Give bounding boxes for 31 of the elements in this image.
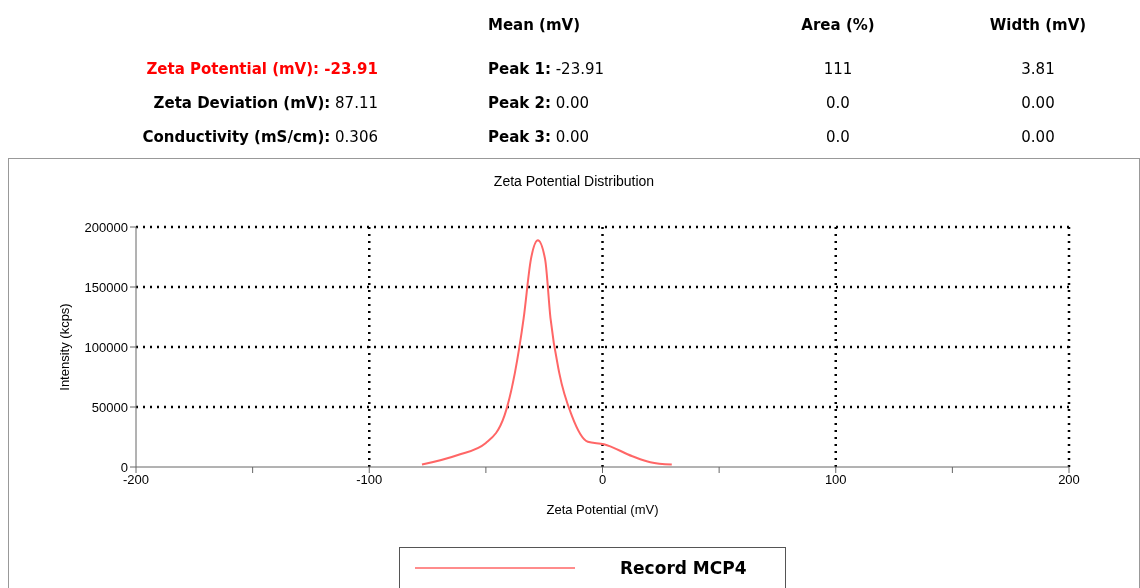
text: 3.81 — [1020, 60, 1056, 78]
y-tick-label: 50000 — [91, 399, 128, 415]
text: 0.00 — [555, 128, 590, 146]
text: 111 — [822, 60, 854, 78]
text: Zeta Deviation (mV): 87.11 — [152, 94, 378, 112]
text: 0.0 — [825, 128, 851, 146]
text: 0.00 — [1020, 128, 1056, 146]
text: Peak 1: -23.91 — [488, 60, 606, 78]
text: Conductivity (mS/cm): 0.306 — [141, 128, 378, 146]
text: Record MCP4 — [620, 558, 747, 578]
x-tick-label: 0 — [598, 472, 607, 488]
line-series — [420, 239, 673, 466]
x-tick-label: -100 — [356, 472, 383, 488]
y-tick-label: 0 — [120, 459, 128, 475]
text: Zeta Potential (mV): -23.91 — [145, 60, 378, 78]
x-tick-label: -200 — [122, 472, 150, 488]
text: Peak 2: 0.00 — [488, 94, 591, 112]
text: 0.0 — [825, 94, 851, 112]
text: Mean (mV) — [488, 16, 582, 34]
y-tick-label: 100000 — [84, 339, 128, 355]
y-axis-title: Intensity (kcps) — [56, 303, 72, 391]
x-tick-label: 100 — [824, 472, 847, 488]
x-axis-title: Zeta Potential (mV) — [546, 502, 659, 517]
text: Width (mV) — [988, 16, 1088, 34]
x-tick-label: 200 — [1058, 472, 1080, 488]
text: Area (%) — [800, 16, 876, 34]
y-tick-label: 150000 — [84, 279, 128, 295]
y-tick-label: 200000 — [84, 219, 128, 235]
chart-title: Zeta Potential Distribution — [492, 173, 656, 191]
text: 0.00 — [1021, 94, 1055, 112]
text: Peak 3: — [488, 128, 551, 146]
